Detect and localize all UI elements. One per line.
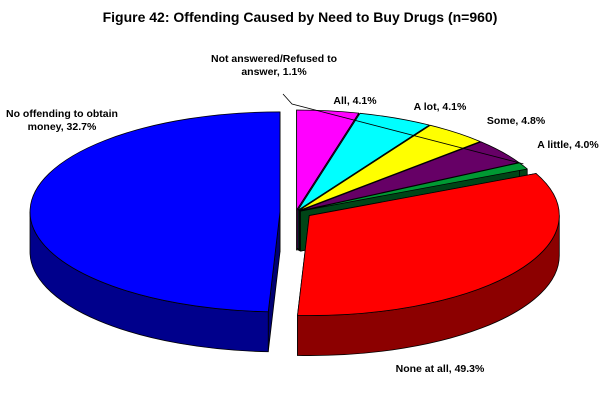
pie-slice-top (296, 109, 360, 211)
pie-slice-top (297, 112, 430, 211)
pie-slice-top (298, 124, 481, 211)
pie-slice (297, 173, 560, 356)
slice-data-label: A lot, 4.1% (414, 101, 467, 113)
slice-data-label: All, 4.1% (333, 95, 377, 107)
slice-data-label: No offending to obtain money, 32.7% (6, 108, 118, 133)
slice-data-label: A little, 4.0% (537, 139, 599, 151)
pie-slice-top (29, 111, 281, 313)
pie-slice-top (297, 173, 560, 316)
chart-title: Figure 42: Offending Caused by Need to B… (102, 9, 498, 25)
leader-line (282, 93, 524, 165)
pie-slice (29, 111, 281, 353)
slice-data-label: Some, 4.8% (487, 115, 546, 127)
slice-data-label: Not answered/Refused to answer, 1.1% (211, 53, 337, 78)
slice-data-label: None at all, 49.3% (396, 363, 485, 375)
